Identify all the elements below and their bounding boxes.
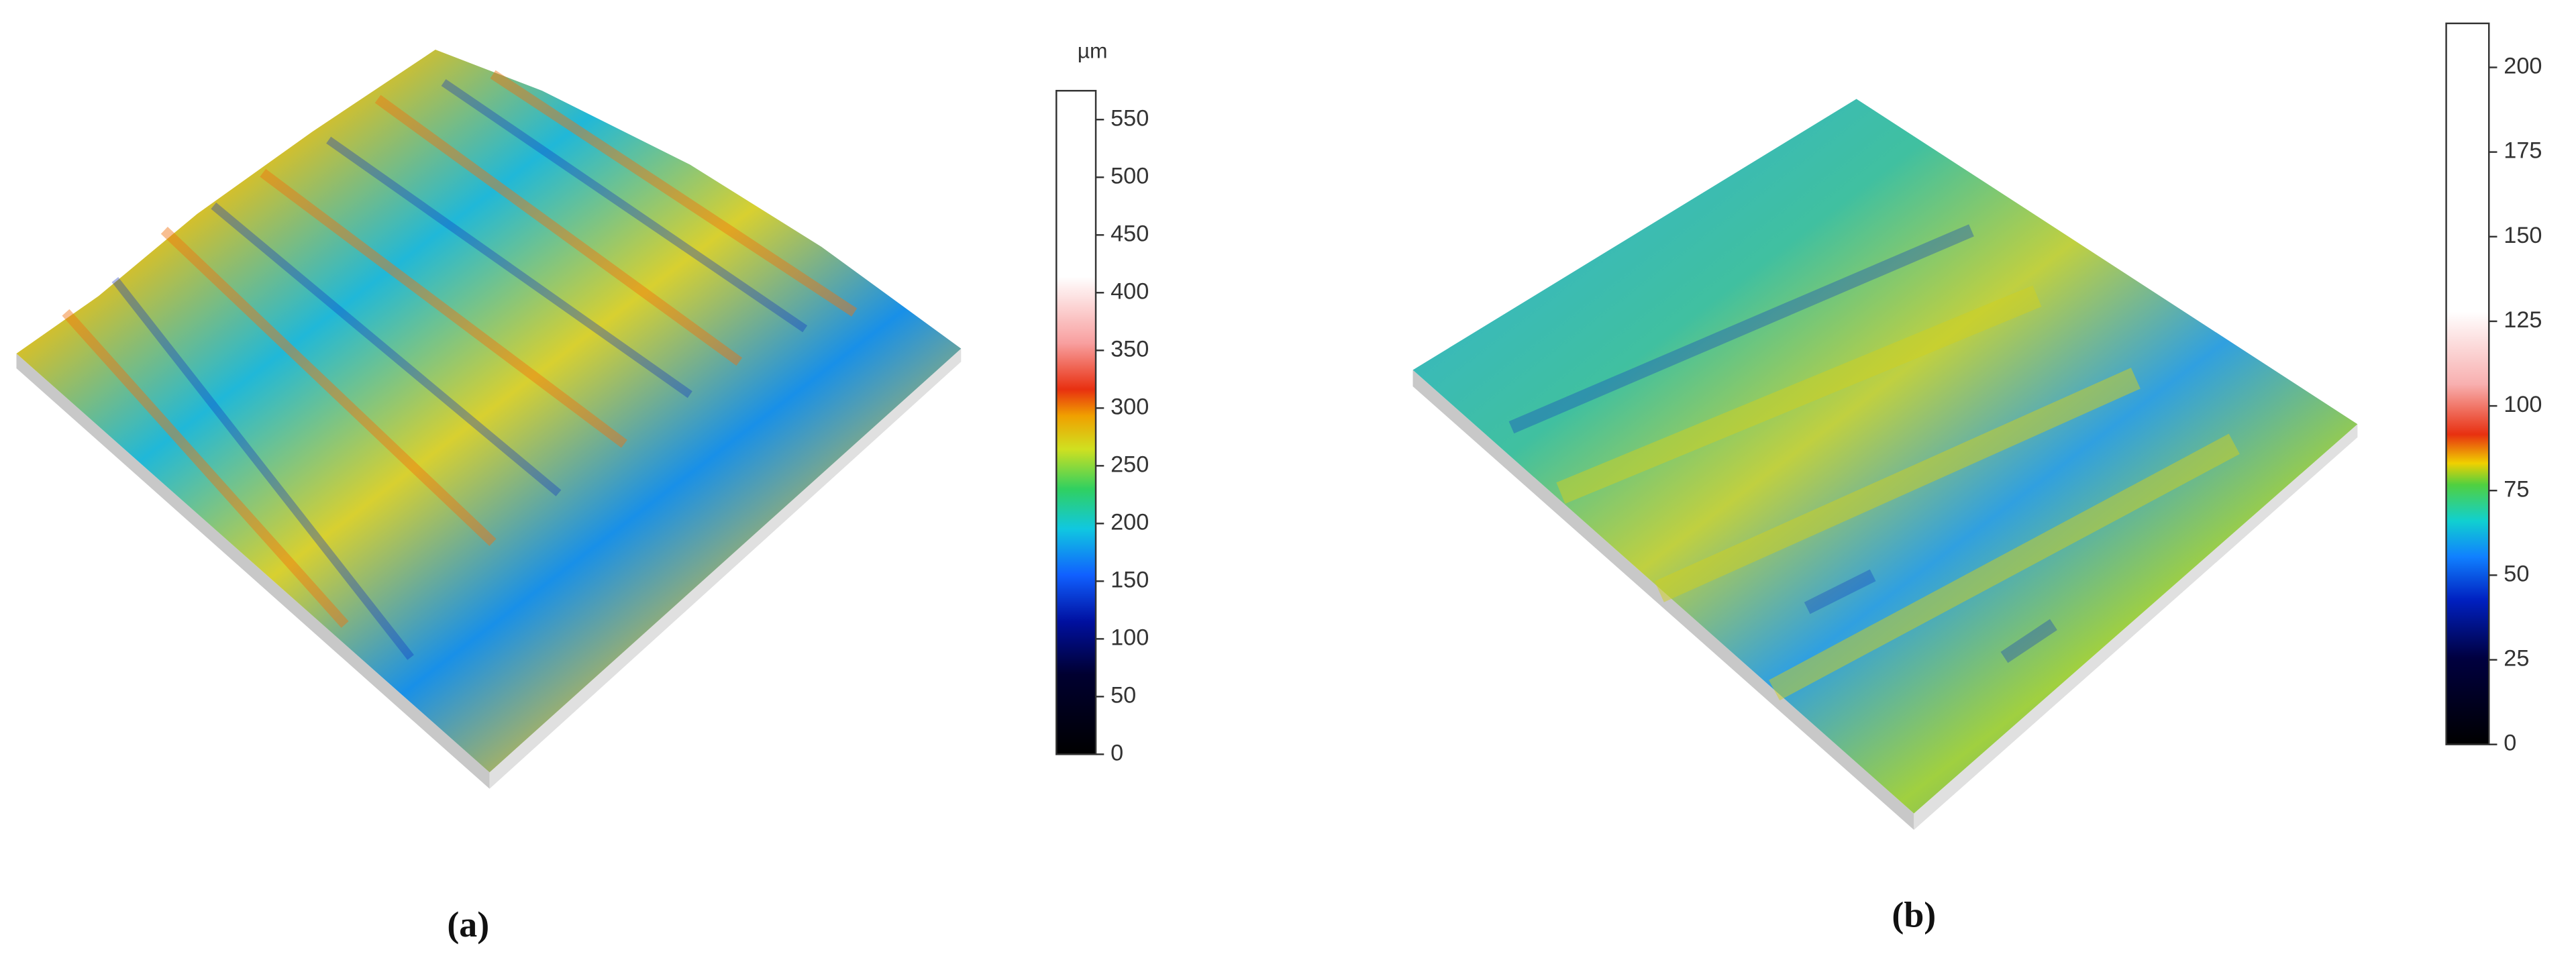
tick-label: 0	[2504, 731, 2516, 756]
tick-label: 400	[1111, 278, 1149, 304]
tick-label: 100	[1111, 625, 1149, 650]
tick-label: 125	[2504, 307, 2542, 333]
tick-label: 150	[2504, 223, 2542, 248]
panel-label: (b)	[1892, 894, 1936, 935]
tick-label: 150	[1111, 567, 1149, 592]
tick-label: 100	[2504, 392, 2542, 417]
colorbar	[1055, 90, 1097, 755]
colorbar	[2445, 22, 2490, 745]
tick-label: 175	[2504, 138, 2542, 164]
tick-label: 200	[1111, 509, 1149, 535]
tick-label: 450	[1111, 221, 1149, 246]
tick-label: 200	[2504, 54, 2542, 79]
tick-label: 25	[2504, 646, 2529, 672]
tick-label: 75	[2504, 476, 2529, 502]
tick-label: 350	[1111, 336, 1149, 362]
colorbar-unit: µm	[1078, 38, 1108, 62]
tick-label: 0	[1111, 740, 1123, 765]
surface-b	[1412, 99, 2358, 830]
tick-label: 550	[1111, 105, 1149, 131]
tick-label: 50	[1111, 682, 1136, 708]
tick-label: 250	[1111, 451, 1149, 477]
tick-label: 50	[2504, 561, 2529, 586]
tick-label: 300	[1111, 394, 1149, 419]
panel-label: (a)	[447, 904, 489, 945]
tick-label: 500	[1111, 163, 1149, 189]
surface-a	[16, 50, 962, 789]
